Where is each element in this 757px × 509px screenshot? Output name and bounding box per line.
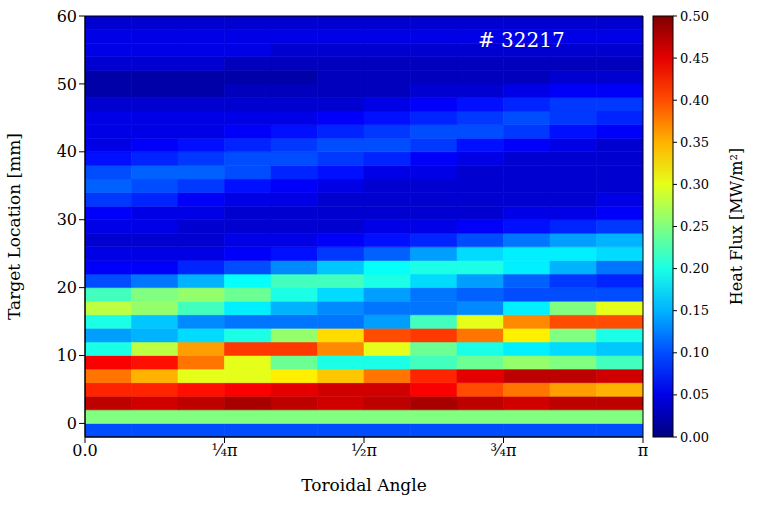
svg-text:0.05: 0.05 [680, 387, 709, 402]
svg-text:10: 10 [57, 346, 77, 365]
svg-text:50: 50 [57, 75, 77, 94]
svg-text:Heat Flux [MW/m²]: Heat Flux [MW/m²] [727, 148, 746, 305]
svg-text:π: π [638, 441, 649, 460]
svg-text:0.40: 0.40 [680, 93, 709, 108]
svg-text:0.50: 0.50 [680, 9, 709, 24]
svg-text:0.25: 0.25 [680, 219, 709, 234]
svg-text:0.45: 0.45 [680, 51, 709, 66]
svg-text:0.35: 0.35 [680, 135, 709, 150]
svg-text:Target Location [mm]: Target Location [mm] [4, 133, 24, 320]
svg-text:Toroidal Angle: Toroidal Angle [301, 475, 427, 495]
svg-text:0.0: 0.0 [72, 441, 97, 460]
svg-text:0.15: 0.15 [680, 303, 709, 318]
svg-text:¾π: ¾π [490, 441, 516, 460]
svg-text:0.20: 0.20 [680, 261, 709, 276]
svg-text:0.00: 0.00 [680, 430, 709, 445]
svg-text:¼π: ¼π [211, 441, 237, 460]
svg-text:0.10: 0.10 [680, 345, 709, 360]
svg-text:½π: ½π [351, 441, 377, 460]
svg-text:20: 20 [57, 278, 77, 297]
svg-text:30: 30 [57, 210, 77, 229]
html-text:# 32217: # 32217 [478, 28, 565, 52]
svg-text:40: 40 [57, 142, 77, 161]
svg-text:0.30: 0.30 [680, 177, 709, 192]
svg-text:0: 0 [67, 414, 77, 433]
svg-text:60: 60 [57, 7, 77, 26]
